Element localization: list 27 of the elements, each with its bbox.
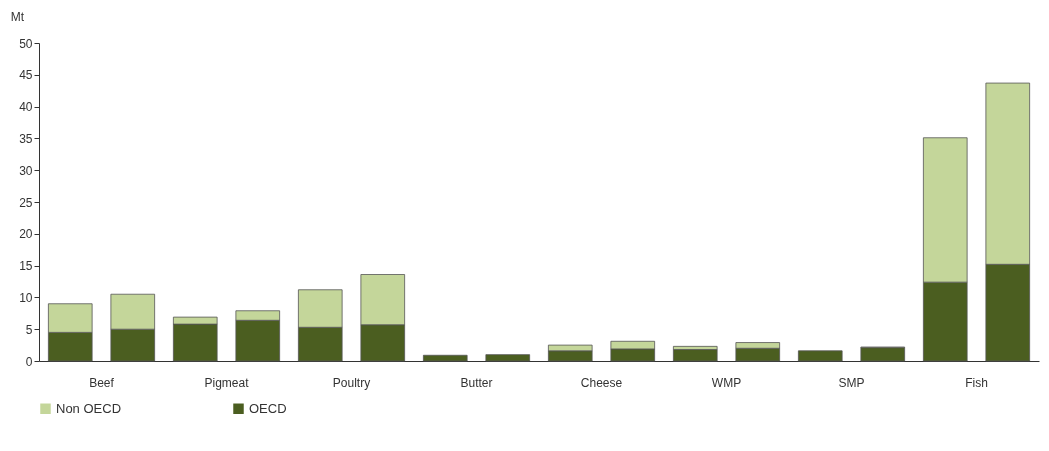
y-tick-label: 45 (19, 68, 33, 83)
x-tick-label: Pigmeat (204, 375, 250, 390)
x-tick-label: Fish (965, 375, 988, 390)
y-tick-label: 10 (19, 290, 33, 305)
y-tick-label: 40 (19, 100, 33, 115)
bar (485, 354, 531, 362)
bar (860, 347, 906, 362)
y-tick-label: 35 (19, 131, 33, 146)
bar (672, 349, 718, 362)
y-tick-label: 15 (19, 259, 33, 274)
x-tick-label: Poultry (332, 375, 371, 390)
legend-label: Non OECD (56, 400, 122, 416)
bar (422, 354, 468, 362)
bar (797, 350, 843, 362)
y-tick-label: 30 (19, 163, 33, 178)
y-tick-label: 5 (25, 322, 33, 337)
x-tick-label: WMP (711, 375, 742, 390)
x-tick-label: Butter (460, 375, 493, 390)
y-tick-label: 25 (19, 195, 33, 210)
y-tick-label: 0 (25, 354, 33, 369)
x-tick-label: Beef (89, 375, 115, 390)
y-tick-label: 50 (19, 36, 33, 51)
y-tick-label: 20 (19, 227, 33, 242)
legend-label: OECD (249, 400, 287, 416)
x-tick-label: SMP (838, 375, 865, 390)
x-tick-label: Cheese (580, 375, 623, 390)
y-axis-title: Mt (10, 9, 25, 24)
